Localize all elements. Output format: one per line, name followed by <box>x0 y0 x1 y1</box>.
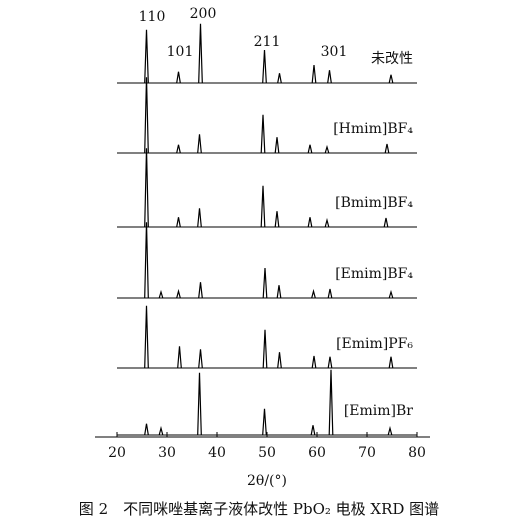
peak <box>198 349 203 369</box>
series-label: [Emim]BF₄ <box>335 266 413 282</box>
peak <box>260 185 266 228</box>
peak <box>387 425 393 436</box>
peak <box>388 74 394 84</box>
caption: 图 2 不同咪唑基离子液体改性 PbO₂ 电极 XRD 图谱 <box>79 500 439 518</box>
peak-label: 110 <box>139 9 166 25</box>
peak <box>144 148 149 228</box>
peak <box>158 289 164 299</box>
peak <box>311 64 317 84</box>
x-tick-label: 60 <box>308 445 326 461</box>
peak <box>383 217 389 228</box>
peak <box>176 144 181 154</box>
peak-label: 200 <box>190 6 217 22</box>
peak <box>388 289 394 299</box>
peak <box>324 144 330 154</box>
peak <box>197 134 202 154</box>
peak <box>197 372 202 436</box>
peak <box>277 73 282 84</box>
peak <box>311 355 317 369</box>
peak <box>310 425 316 436</box>
peak <box>262 408 267 436</box>
peak <box>274 137 280 154</box>
peak <box>158 425 164 436</box>
peak <box>277 352 282 369</box>
peak <box>384 143 390 154</box>
peak <box>307 144 313 154</box>
peak <box>176 288 181 299</box>
peak <box>307 217 313 228</box>
peak-label: 211 <box>254 34 281 50</box>
series-label: [Emim]PF₆ <box>336 336 413 352</box>
peak <box>324 217 330 228</box>
peak <box>327 288 333 299</box>
x-tick-label: 40 <box>208 445 226 461</box>
x-tick-label: 50 <box>258 445 276 461</box>
x-tick-label: 80 <box>408 445 426 461</box>
peak <box>144 222 149 299</box>
peak-label: 301 <box>321 44 348 60</box>
x-tick-label: 70 <box>358 445 376 461</box>
peak <box>327 70 332 84</box>
peak <box>144 29 149 84</box>
x-axis-label: 2θ/(°) <box>247 473 287 489</box>
peak <box>197 208 202 228</box>
peak <box>276 285 282 299</box>
peak <box>327 356 333 369</box>
peak-label: 101 <box>167 44 194 60</box>
peak <box>260 114 266 154</box>
peak <box>176 217 181 228</box>
series-label: [Bmim]BF₄ <box>335 195 413 211</box>
peak <box>311 288 316 299</box>
series-label: 未改性 <box>371 51 413 67</box>
peak <box>176 71 181 84</box>
series-label: [Emim]Br <box>344 403 413 419</box>
x-tick-label: 20 <box>108 445 126 461</box>
x-tick-label: 30 <box>158 445 176 461</box>
peak <box>328 369 334 436</box>
peak <box>144 77 149 154</box>
peak <box>198 23 203 84</box>
peak <box>144 423 149 436</box>
peak <box>262 267 268 299</box>
peak <box>262 49 267 84</box>
peak <box>198 282 203 299</box>
peak <box>388 356 394 369</box>
series-label: [Hmim]BF₄ <box>333 121 413 137</box>
peak <box>177 346 182 369</box>
peak <box>262 329 268 369</box>
peak <box>144 305 149 369</box>
peak <box>274 211 280 228</box>
